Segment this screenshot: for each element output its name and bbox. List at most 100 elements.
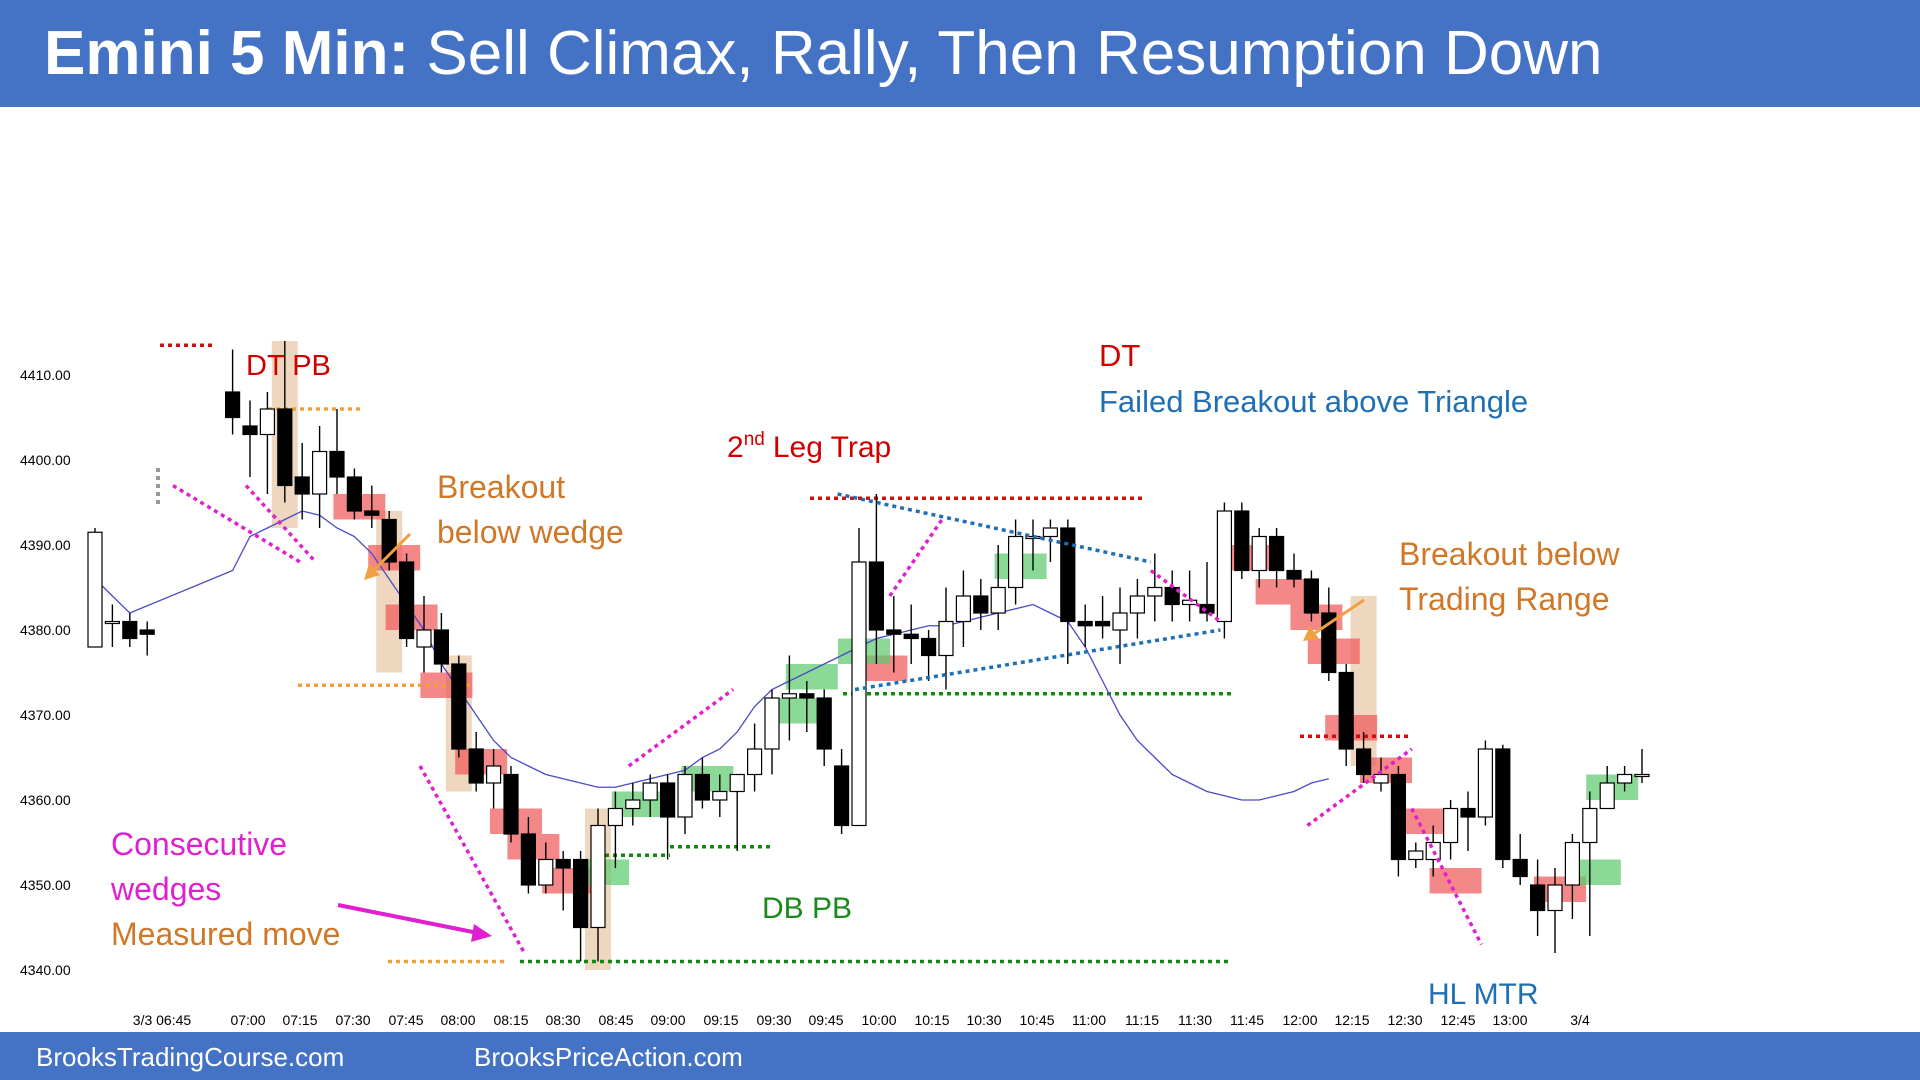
bull-candle (990, 586, 1006, 614)
bear-candle (659, 782, 676, 818)
bull-candle (607, 807, 624, 827)
x-tick-label: 08:00 (440, 1012, 475, 1028)
bull-candle (1216, 510, 1233, 623)
page-title: Emini 5 Min: Sell Climax, Rally, Then Re… (44, 18, 1603, 89)
bear-candle (1268, 535, 1285, 572)
bull-candle (1129, 595, 1146, 614)
bear-candle (886, 629, 902, 635)
bull-candle (955, 595, 972, 623)
bear-candle (1512, 858, 1528, 878)
x-tick-label: 08:15 (493, 1012, 528, 1028)
ema-line (94, 510, 1329, 801)
bull-candle (642, 782, 658, 801)
annotation-dt: DT (1099, 338, 1140, 373)
x-tick-label: 10:00 (861, 1012, 896, 1028)
bull-candle (764, 697, 780, 750)
x-tick-label: 11:15 (1125, 1012, 1159, 1028)
trendline-magenta (627, 688, 735, 768)
bear-candle (572, 858, 589, 929)
annotation-2nd-leg-trap: 2nd Leg Trap (727, 429, 891, 464)
title-bar: Emini 5 Min: Sell Climax, Rally, Then Re… (0, 0, 1920, 107)
trendline-magenta (1410, 807, 1483, 946)
annotation-breakout: Breakout (437, 469, 565, 505)
annotation-hl-mtr: HL MTR (1428, 978, 1539, 1011)
bear-candle (1094, 620, 1111, 627)
bear-candle (1060, 527, 1076, 623)
bear-candle (1390, 773, 1407, 861)
x-tick-label: 09:45 (808, 1012, 843, 1028)
x-tick-label: 11:30 (1178, 1012, 1212, 1028)
trendline-magenta (418, 765, 526, 954)
bear-candle (1286, 569, 1302, 580)
footer-left-link[interactable]: BrooksTradingCourse.com (36, 1042, 345, 1072)
trendline-magenta (1306, 747, 1413, 827)
bear-candle (225, 391, 241, 419)
annotation-2: 2 (727, 431, 744, 464)
annotation-nd: nd (744, 429, 765, 450)
bull-candle (1007, 535, 1024, 589)
y-tick-label: 4400.00 (20, 452, 71, 468)
arrow-breakout-wedge (370, 532, 412, 574)
bull-candle (851, 561, 867, 827)
annotation-measured-move: Measured move (111, 916, 340, 952)
bull-candle (625, 799, 641, 810)
x-tick-label: 09:00 (650, 1012, 685, 1028)
y-tick-label: 4380.00 (20, 622, 71, 638)
bull-candle (259, 408, 275, 436)
bull-candle (1408, 850, 1424, 861)
x-tick-label: 10:45 (1019, 1012, 1054, 1028)
bear-candle (139, 629, 155, 635)
bear-candle (1234, 510, 1250, 572)
bull-candle (1112, 612, 1128, 631)
bull-candle (1547, 884, 1563, 912)
bull-candle (1373, 773, 1389, 784)
bull-candle (1582, 807, 1598, 844)
trendlines (172, 484, 1483, 954)
annotation-wedges: wedges (110, 871, 221, 907)
red-highlight-box (1255, 579, 1308, 605)
bull-candle (712, 790, 728, 801)
footer-right-link[interactable]: BrooksPriceAction.com (474, 1042, 743, 1072)
bull-candle (1442, 807, 1459, 844)
y-tick-label: 4360.00 (20, 792, 71, 808)
footer-bar (0, 1032, 1920, 1080)
bear-candle (451, 663, 467, 750)
bear-candle (329, 450, 345, 478)
x-tick-label: 10:30 (966, 1012, 1001, 1028)
bull-candle (1599, 782, 1615, 810)
annotation-dt-pb: DT PB (246, 350, 331, 382)
annotation-failed-breakout: Failed Breakout above Triangle (1099, 384, 1528, 419)
bear-candle (122, 620, 138, 640)
x-tick-label: 08:45 (598, 1012, 633, 1028)
y-tick-label: 4370.00 (20, 707, 71, 723)
trendline-blue (837, 492, 1152, 564)
arrow-breakout-range (1311, 598, 1365, 637)
bear-candle (346, 476, 362, 512)
bull-candle (938, 620, 954, 657)
bear-candle (1355, 748, 1372, 776)
x-tick-label: 07:00 (230, 1012, 265, 1028)
arrow-breakout-wedge-head (364, 564, 380, 580)
trendline-magenta (172, 484, 301, 564)
annotation-db-pb: DB PB (762, 892, 852, 925)
annotation-below-wedge: below wedge (437, 514, 624, 550)
title-bold: Emini 5 Min: (44, 19, 410, 88)
annotation-consecutive: Consecutive (111, 826, 287, 862)
bear-candle (1077, 620, 1093, 627)
bull-candle (1042, 527, 1059, 538)
y-tick-label: 4350.00 (20, 877, 71, 893)
candlestick-chart: 4410.00 4400.00 4390.00 4380.00 4370.00 4360.… (20, 338, 1650, 1028)
x-tick-label: 11:45 (1230, 1012, 1264, 1028)
bull-candle (538, 858, 554, 886)
trendline-blue (854, 628, 1221, 692)
bull-candle (746, 748, 763, 776)
bull-candle (486, 765, 502, 784)
bull-candle (781, 693, 798, 699)
arrow-measured-move (337, 903, 479, 935)
bear-candle (433, 629, 449, 665)
bull-candle (312, 450, 328, 495)
bear-candle (1303, 578, 1320, 614)
bear-candle (920, 637, 937, 657)
green-highlight-box (785, 664, 838, 690)
x-tick-label: 08:30 (545, 1012, 580, 1028)
